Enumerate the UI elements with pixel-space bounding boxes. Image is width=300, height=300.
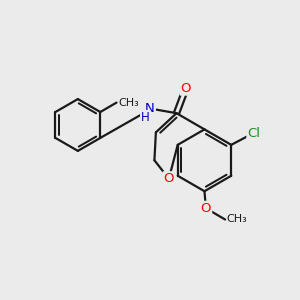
Text: H: H [141, 110, 149, 124]
Text: O: O [201, 202, 211, 215]
Text: CH₃: CH₃ [226, 214, 247, 224]
Text: O: O [181, 82, 191, 95]
Text: Cl: Cl [248, 127, 260, 140]
Text: O: O [164, 172, 174, 185]
Text: N: N [145, 102, 155, 115]
Text: CH₃: CH₃ [118, 98, 139, 108]
